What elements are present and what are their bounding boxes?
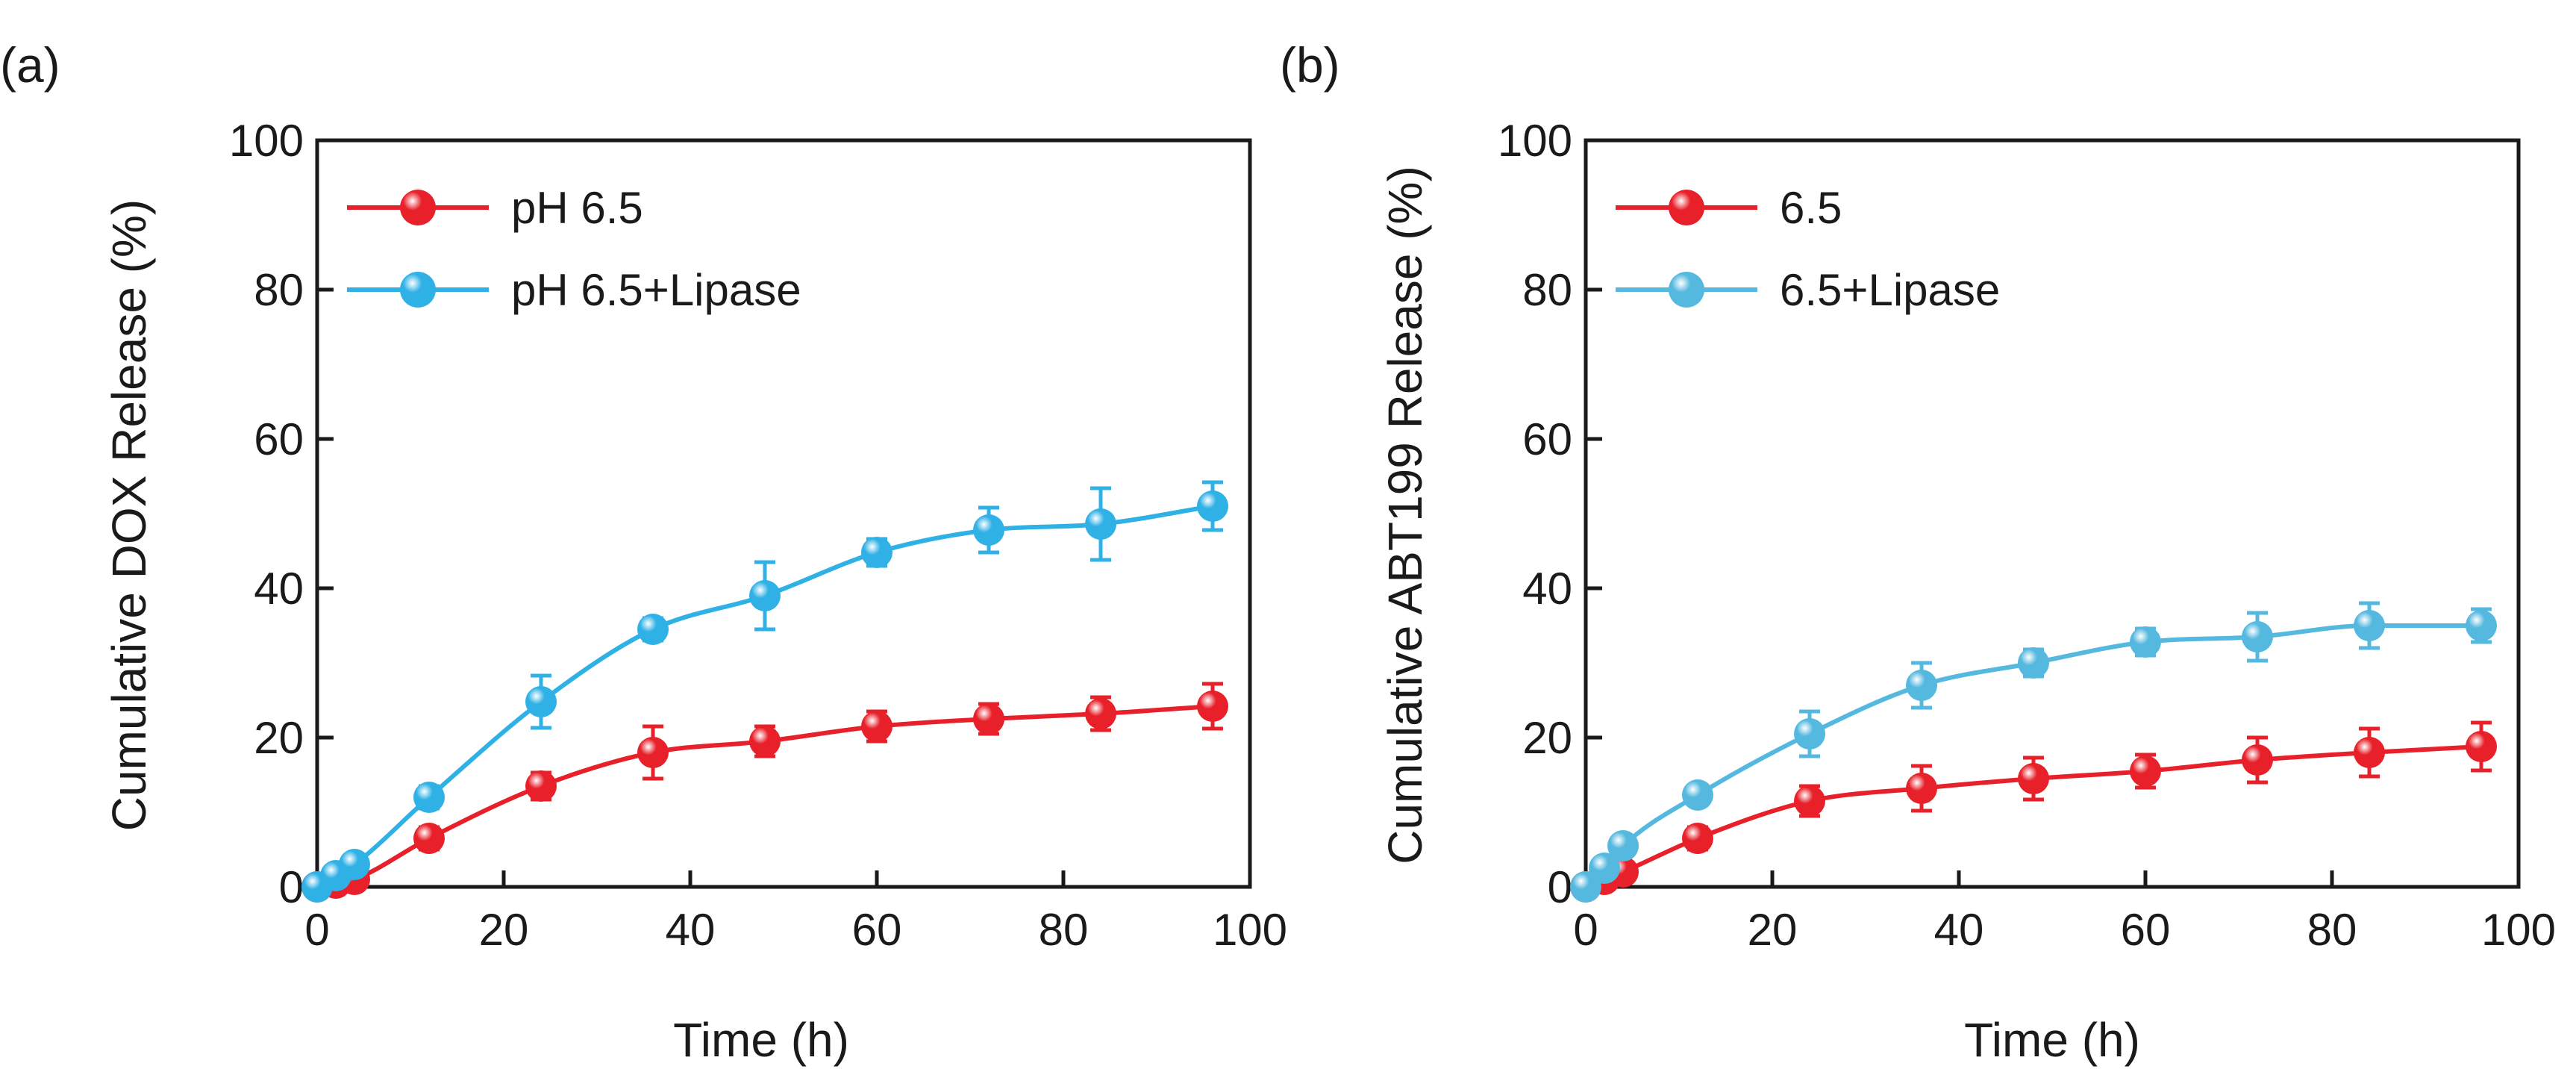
data-point xyxy=(1906,670,1937,701)
data-point xyxy=(973,703,1004,735)
panel-label-b: (b) xyxy=(1280,37,1340,93)
axes-frame xyxy=(315,138,1252,889)
x-tick-label: 100 xyxy=(1213,905,1287,955)
x-tick-label: 0 xyxy=(1573,905,1598,955)
legend-marker xyxy=(1669,190,1704,225)
data-point xyxy=(339,849,370,880)
data-point xyxy=(1197,691,1228,722)
y-tick-label: 20 xyxy=(1522,713,1572,763)
data-point xyxy=(2130,626,2161,658)
series-line xyxy=(1584,623,2481,889)
data-point xyxy=(413,782,445,813)
legend-marker xyxy=(400,272,436,308)
data-point xyxy=(1085,508,1116,540)
plot-area-b: 0 20 40 60 80 100 0 20 40 60 80 100 6.5 6.5+Lipase xyxy=(1498,116,2556,955)
plot-area-a: 0 20 40 60 80 100 0 20 40 60 80 100 pH 6.5 pH 6.5+Lip… xyxy=(229,116,1287,955)
data-point xyxy=(861,537,892,568)
legend-label: pH 6.5+Lipase xyxy=(511,265,801,315)
data-point xyxy=(1607,830,1639,861)
data-point xyxy=(2242,744,2273,776)
series-2 xyxy=(1570,601,2497,903)
y-tick-label: 60 xyxy=(254,414,304,464)
x-tick-label: 20 xyxy=(1748,905,1798,955)
x-tick-label: 20 xyxy=(479,905,529,955)
legend-marker xyxy=(400,190,436,225)
legend-label: 6.5+Lipase xyxy=(1780,265,2000,315)
data-point xyxy=(1682,823,1713,854)
y-tick-label: 80 xyxy=(1522,265,1572,315)
legend: pH 6.5 pH 6.5+Lipase xyxy=(347,183,801,315)
data-point xyxy=(2466,731,2497,762)
y-tick-label: 0 xyxy=(279,862,304,912)
data-point xyxy=(861,711,892,742)
data-point xyxy=(1085,698,1116,729)
data-point xyxy=(2130,755,2161,787)
y-axis-title-b: Cumulative ABT199 Release (%) xyxy=(1378,166,1432,864)
panel-label-a: (a) xyxy=(0,37,60,93)
x-axis-title-b: Time (h) xyxy=(1964,1013,2140,1067)
legend: 6.5 6.5+Lipase xyxy=(1616,183,2000,315)
data-point xyxy=(1682,779,1713,811)
data-point xyxy=(2018,647,2049,679)
data-point xyxy=(2466,610,2497,641)
y-tick-label: 100 xyxy=(1498,116,1572,166)
data-point xyxy=(525,770,557,802)
x-tick-label: 60 xyxy=(2121,905,2171,955)
y-tick-label: 80 xyxy=(254,265,304,315)
y-tick-label: 40 xyxy=(254,564,304,614)
x-tick-label: 60 xyxy=(852,905,902,955)
data-point xyxy=(749,726,781,757)
y-tick-label: 20 xyxy=(254,713,304,763)
legend-marker xyxy=(1669,272,1704,308)
y-tick-label: 40 xyxy=(1522,564,1572,614)
y-tick-label: 60 xyxy=(1522,414,1572,464)
data-point xyxy=(1589,853,1620,884)
series-2 xyxy=(301,480,1228,903)
data-point xyxy=(1794,785,1825,817)
chart-panel-b: (b) Cumulative ABT199 Release (%) Time (… xyxy=(1280,37,2556,1067)
series-1 xyxy=(1570,720,2497,903)
data-point xyxy=(525,686,557,717)
legend-label: 6.5 xyxy=(1780,183,1842,233)
y-axis-title-a: Cumulative DOX Release (%) xyxy=(102,199,156,832)
data-point xyxy=(1197,490,1228,522)
chart-panel-a: (a) Cumulative DOX Release (%) Time (h) … xyxy=(0,37,1287,1067)
data-point xyxy=(749,580,781,611)
data-point xyxy=(637,614,669,645)
y-tick-label: 100 xyxy=(229,116,304,166)
x-tick-label: 80 xyxy=(1039,905,1089,955)
series-line xyxy=(316,504,1213,889)
data-point xyxy=(413,823,445,854)
x-axis-title-a: Time (h) xyxy=(673,1013,849,1067)
data-point xyxy=(637,737,669,768)
data-point xyxy=(2242,621,2273,652)
legend-label: pH 6.5 xyxy=(511,183,643,233)
x-tick-label: 40 xyxy=(1934,905,1984,955)
data-point xyxy=(2354,610,2385,641)
axes-frame xyxy=(1584,138,2521,889)
x-tick-label: 40 xyxy=(666,905,716,955)
x-tick-label: 100 xyxy=(2481,905,2556,955)
y-tick-label: 0 xyxy=(1548,862,1572,912)
data-point xyxy=(2018,763,2049,794)
data-point xyxy=(1794,718,1825,750)
x-tick-label: 0 xyxy=(304,905,329,955)
data-point xyxy=(2354,737,2385,768)
data-point xyxy=(973,514,1004,546)
data-point xyxy=(1906,773,1937,804)
x-tick-label: 80 xyxy=(2307,905,2357,955)
